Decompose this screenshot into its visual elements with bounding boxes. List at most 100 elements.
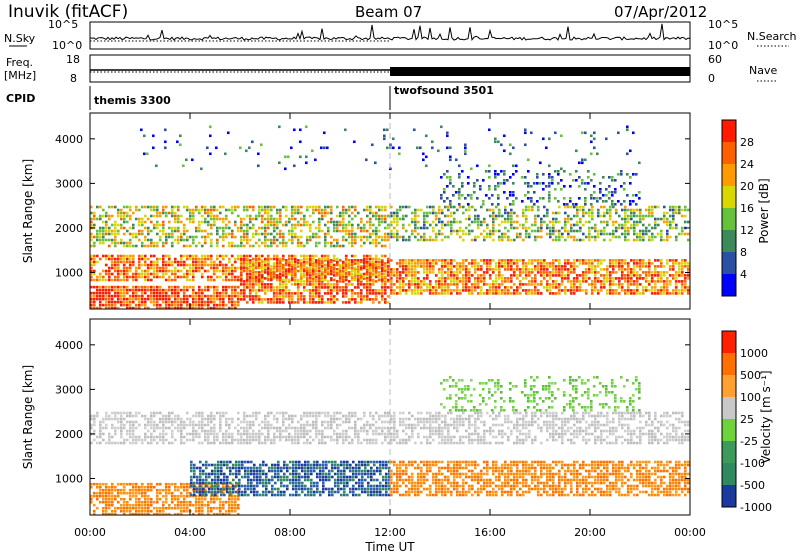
data-cell <box>276 211 279 215</box>
data-cell <box>492 280 495 283</box>
data-cell <box>525 289 528 292</box>
data-cell <box>217 475 220 479</box>
data-cell <box>210 238 213 242</box>
data-cell <box>290 146 293 150</box>
data-cell <box>141 288 144 292</box>
data-cell <box>489 274 492 277</box>
data-cell <box>608 176 611 179</box>
data-cell <box>165 494 168 498</box>
data-cell <box>283 472 286 476</box>
data-cell <box>684 289 687 292</box>
data-cell <box>567 271 570 274</box>
data-cell <box>250 478 253 482</box>
data-cell <box>93 217 96 221</box>
data-cell <box>396 232 399 236</box>
data-cell <box>171 244 174 248</box>
data-cell <box>304 463 307 467</box>
data-cell <box>282 298 285 301</box>
data-cell <box>219 269 222 273</box>
data-cell <box>249 254 252 258</box>
data-cell <box>351 262 354 265</box>
data-cell <box>561 277 564 280</box>
data-cell <box>126 300 129 304</box>
colorbar-tick-label: 4 <box>740 268 747 281</box>
data-cell <box>276 263 279 267</box>
data-cell <box>135 288 138 292</box>
data-cell <box>651 205 654 209</box>
data-cell <box>327 260 330 264</box>
data-cell <box>258 211 261 215</box>
data-cell <box>507 259 510 262</box>
data-cell <box>217 466 220 470</box>
data-cell <box>450 289 453 292</box>
data-cell <box>480 277 483 280</box>
data-cell <box>390 223 393 227</box>
data-cell <box>315 254 318 258</box>
data-cell <box>464 149 467 153</box>
data-cell <box>357 271 360 274</box>
data-cell <box>201 297 204 301</box>
data-cell <box>141 506 144 510</box>
data-cell <box>312 269 315 273</box>
data-cell <box>501 283 504 286</box>
data-cell <box>271 484 274 488</box>
data-cell <box>120 269 123 273</box>
data-cell <box>357 268 360 271</box>
data-cell <box>183 272 186 276</box>
data-cell <box>327 283 330 286</box>
data-cell <box>231 208 234 212</box>
data-cell <box>207 275 210 279</box>
data-cell <box>411 274 414 277</box>
data-cell <box>216 506 219 510</box>
data-cell <box>339 289 342 292</box>
data-cell <box>264 292 267 295</box>
data-cell <box>111 272 114 276</box>
data-cell <box>135 244 138 248</box>
data-cell <box>292 472 295 476</box>
data-cell <box>578 176 581 179</box>
data-cell <box>244 490 247 494</box>
data-cell <box>252 295 255 298</box>
data-cell <box>207 254 210 258</box>
data-cell <box>237 506 240 510</box>
data-cell <box>291 269 294 273</box>
data-cell <box>129 266 132 270</box>
data-cell <box>612 259 615 262</box>
data-cell <box>324 266 327 270</box>
data-cell <box>241 466 244 470</box>
data-cell <box>384 235 387 239</box>
data-cell <box>405 205 408 209</box>
data-cell <box>93 306 96 310</box>
data-cell <box>123 488 126 492</box>
data-cell <box>375 241 378 245</box>
data-cell <box>273 229 276 233</box>
data-cell <box>492 292 495 295</box>
data-cell <box>132 306 135 310</box>
data-cell <box>276 286 279 289</box>
data-cell <box>345 238 348 242</box>
data-cell <box>503 182 506 185</box>
data-cell <box>300 244 303 248</box>
data-cell <box>223 481 226 485</box>
data-cell <box>210 217 213 221</box>
data-cell <box>294 254 297 258</box>
data-cell <box>372 265 375 268</box>
data-cell <box>238 469 241 473</box>
data-cell <box>417 208 420 212</box>
data-cell <box>111 263 114 267</box>
data-cell <box>141 217 144 221</box>
data-cell <box>581 179 584 182</box>
data-cell <box>171 494 174 498</box>
data-cell <box>120 297 123 301</box>
data-cell <box>303 265 306 268</box>
data-cell <box>483 283 486 286</box>
data-cell <box>156 509 159 513</box>
data-cell <box>291 298 294 301</box>
data-cell <box>594 226 597 230</box>
data-cell <box>357 265 360 268</box>
data-cell <box>105 482 108 486</box>
data-cell <box>599 188 602 191</box>
data-cell <box>591 283 594 286</box>
data-cell <box>333 298 336 301</box>
